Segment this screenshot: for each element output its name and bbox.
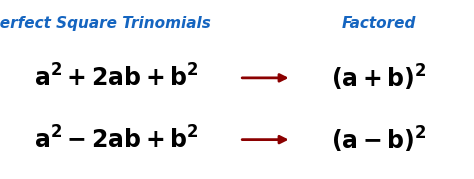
- Text: $\mathbf{a^2 + 2ab + b^2}$: $\mathbf{a^2 + 2ab + b^2}$: [34, 64, 199, 91]
- Text: Factored: Factored: [342, 16, 416, 31]
- Text: $\mathbf{(a - b)^2}$: $\mathbf{(a - b)^2}$: [331, 125, 427, 155]
- Text: $\mathbf{a^2 - 2ab + b^2}$: $\mathbf{a^2 - 2ab + b^2}$: [34, 126, 199, 153]
- Text: $\mathbf{(a + b)^2}$: $\mathbf{(a + b)^2}$: [331, 63, 427, 93]
- Text: Perfect Square Trinomials: Perfect Square Trinomials: [0, 16, 210, 31]
